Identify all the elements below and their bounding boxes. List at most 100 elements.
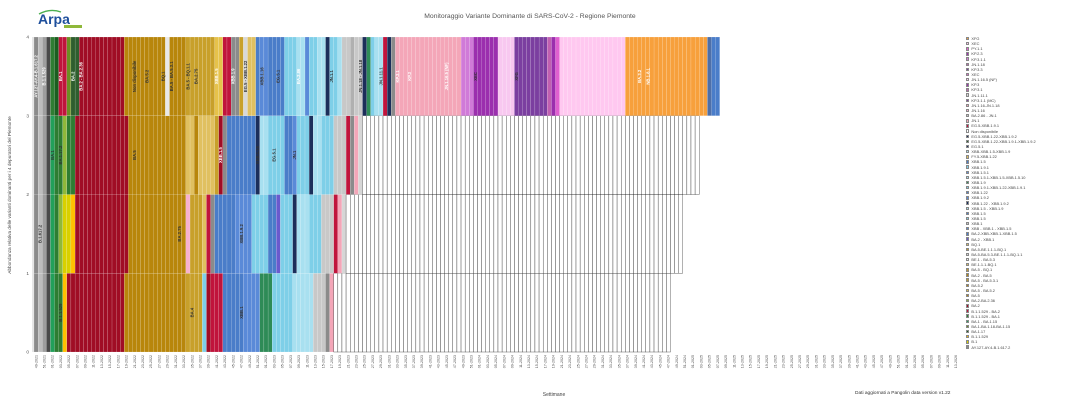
bar-segment-top: [424, 36, 429, 116]
bar-segment-low: [678, 194, 683, 274]
bar-segment-low: [567, 194, 573, 274]
bar-segment-low: [588, 194, 593, 274]
bar-segment-top: [617, 36, 622, 116]
x-tick-label: 27-2024: [584, 355, 588, 368]
bar-segment-mid: [674, 115, 679, 195]
bar-segment-bottom: [411, 273, 417, 353]
bar-segment-top: [584, 36, 589, 116]
x-tick-label: 01-2025: [691, 355, 695, 368]
bar-segment-mid: [194, 115, 199, 195]
bar-segment-low: [95, 194, 100, 274]
bar-segment-top: [526, 36, 531, 116]
bar-segment-mid: [276, 115, 281, 195]
legend-label: B.1: [971, 339, 978, 345]
bar-segment-bottom: [62, 273, 67, 353]
bar-segment-bottom: [247, 273, 252, 353]
bar-segment-mid: [173, 115, 178, 195]
bar-segment-bottom: [231, 273, 236, 353]
legend-swatch: [966, 232, 970, 236]
bar-segment-top: [235, 36, 240, 116]
bar-segment-bottom: [341, 273, 347, 353]
bar-segment-low: [288, 194, 293, 274]
bar-segment-low: [415, 194, 421, 274]
bar-variant-label: B.1.1.529: [42, 67, 47, 86]
bar-segment-bottom: [415, 273, 421, 353]
bar-segment-low: [46, 194, 51, 274]
bar-segment-low: [403, 194, 408, 274]
bar-segment-mid: [538, 115, 544, 195]
bar-segment-low: [584, 194, 589, 274]
bar-segment-mid: [419, 115, 425, 195]
y-tick-label: 0: [26, 350, 29, 356]
bar-segment-low: [107, 194, 113, 274]
bar-segment-bottom: [526, 273, 532, 353]
bar-segment-top: [267, 36, 273, 116]
bar-segment-top: [543, 36, 548, 116]
x-tick-label: 05-2024: [494, 355, 498, 368]
bar-segment-bottom: [464, 273, 470, 353]
bar-variant-label: XFG: [514, 72, 519, 81]
bar-segment-bottom: [132, 273, 137, 353]
legend-label: EG.5-XBB.1.9.1: [971, 123, 1000, 129]
bar-segment-low: [42, 194, 47, 274]
bar-segment-mid: [534, 115, 540, 195]
bar-segment-bottom: [436, 273, 441, 353]
bar-segment-low: [662, 194, 667, 274]
x-tick-label: 23-2022: [141, 355, 145, 368]
x-tick-label: 15-2025: [749, 355, 753, 368]
bar-segment-top: [317, 36, 322, 116]
legend-label: BA.5-BE.1.1.1-BQ.1: [971, 246, 1007, 252]
bar-segment-mid: [116, 115, 121, 195]
legend-item: XBB.1.5 - XBB.1.9: [966, 206, 1088, 211]
legend-item: B.1.1.529 - BA.2: [966, 308, 1088, 314]
bar-segment-bottom: [362, 273, 367, 353]
legend-label: XBB.1.9.2: [971, 195, 989, 201]
bar-segment-low: [153, 194, 158, 274]
legend-item: FY.5-XBB.1.22: [966, 154, 1088, 159]
bar-segment-top: [300, 36, 306, 116]
legend-swatch: [966, 268, 970, 272]
legend-item: XBB.1.9.2: [966, 195, 1088, 200]
bar-segment-bottom: [584, 273, 589, 353]
bar-segment-low: [612, 194, 618, 274]
bar-segment-low: [362, 194, 367, 274]
bar-segment-mid: [83, 115, 88, 195]
bar-segment-mid: [432, 115, 437, 195]
bar-segment-bottom: [555, 273, 560, 353]
bar-segment-low: [70, 194, 76, 274]
bar-segment-bottom: [42, 273, 47, 353]
x-tick-label: 37-2024: [626, 355, 630, 368]
bar-segment-mid: [337, 115, 343, 195]
bar-segment-mid: [522, 115, 527, 195]
legend-label: BA.1.17: [971, 329, 986, 335]
legend-item: BA.5.2: [966, 283, 1088, 288]
bar-segment-bottom: [321, 273, 326, 353]
bar-segment-bottom: [103, 273, 108, 353]
x-tick-label: 13-2025: [741, 355, 745, 368]
legend-swatch: [966, 299, 970, 303]
legend-label: XBB-XBB.1.5-XBB.1.9: [971, 149, 1011, 155]
bar-segment-top: [177, 36, 182, 116]
bar-segment-mid: [202, 115, 207, 195]
bar-segment-top: [575, 36, 581, 116]
bar-segment-low: [296, 194, 301, 274]
x-tick-label: 39-2025: [847, 355, 851, 368]
bar-variant-label: XBB.1.16: [259, 67, 264, 86]
bar-segment-mid: [181, 115, 187, 195]
legend-label: KP.3.1: [971, 87, 983, 93]
x-tick-label: 51-2024: [683, 355, 687, 368]
legend-item: B.1: [966, 339, 1088, 344]
bar-segment-top: [695, 36, 700, 116]
x-tick-label: 07-2026: [929, 355, 933, 368]
bar-segment-low: [637, 194, 642, 274]
bar-segment-low: [341, 194, 347, 274]
bar-segment-top: [522, 36, 527, 116]
legend-swatch: [966, 52, 970, 56]
bar-segment-mid: [690, 115, 696, 195]
x-tick-label: 25-2023: [363, 355, 367, 368]
x-tick-label: 17-2023: [330, 355, 334, 368]
bar-segment-top: [596, 36, 601, 116]
bar-segment-mid: [399, 115, 404, 195]
legend-swatch: [966, 283, 970, 288]
